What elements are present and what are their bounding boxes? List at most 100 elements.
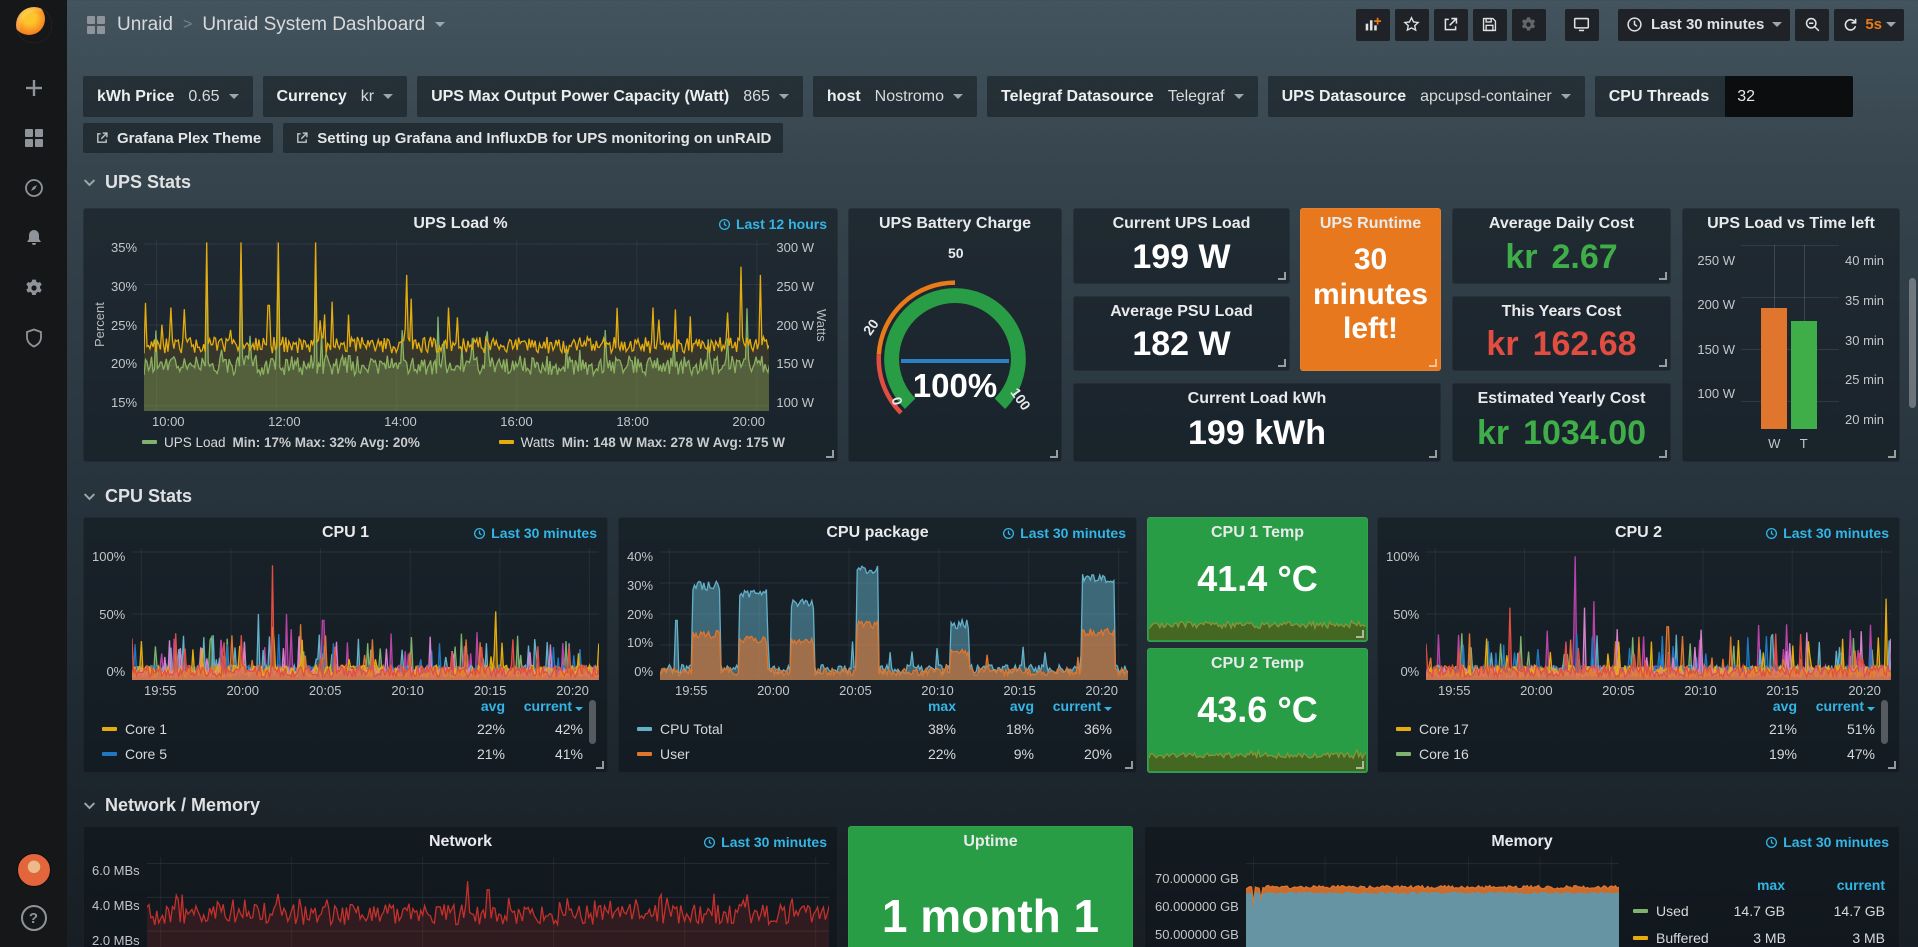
legend-header-current[interactable]: current: [1797, 698, 1875, 714]
legend-current: 41%: [505, 746, 583, 762]
legend-scrollbar[interactable]: [589, 700, 596, 744]
configuration-gear-icon[interactable]: [23, 277, 45, 299]
network-chart[interactable]: [147, 857, 829, 947]
legend-header-avg[interactable]: avg: [956, 698, 1034, 714]
legend-row: CPU Total 38%18%36%: [637, 716, 1112, 741]
legend-series[interactable]: Core 1: [102, 721, 427, 737]
kiosk-monitor-button[interactable]: [1565, 9, 1599, 41]
panel-title[interactable]: UPS Battery Charge: [849, 209, 1061, 239]
legend-series[interactable]: Core 17: [1396, 721, 1719, 737]
panel-cpu2-temp: CPU 2 Temp 43.6 °C: [1147, 648, 1368, 773]
refresh-button[interactable]: 5s: [1834, 9, 1904, 41]
explore-compass-icon[interactable]: [23, 177, 45, 199]
create-plus-icon[interactable]: [23, 77, 45, 99]
panel-title[interactable]: UPS Load vs Time left: [1683, 209, 1899, 239]
legend-item-ups-load[interactable]: UPS Load Min: 17% Max: 32% Avg: 20%: [142, 435, 420, 450]
clock-icon: [473, 527, 486, 540]
legend-header-current[interactable]: current: [1785, 877, 1885, 893]
legend-header-max[interactable]: max: [878, 698, 956, 714]
panel-cpu2: CPU 2 Last 30 minutes 100%50%0% 19:5520:…: [1377, 517, 1900, 773]
legend-scrollbar[interactable]: [1881, 700, 1888, 744]
legend-header-avg[interactable]: avg: [1719, 698, 1797, 714]
cpu2-chart[interactable]: [1426, 548, 1891, 680]
link-ups-monitoring-guide[interactable]: Setting up Grafana and InfluxDB for UPS …: [283, 123, 783, 153]
legend-series[interactable]: Core 5: [102, 746, 427, 762]
clock-icon: [1765, 836, 1778, 849]
legend-series[interactable]: Used: [1633, 903, 1707, 919]
variable-currency[interactable]: Currency kr: [263, 76, 408, 117]
legend-avg: 9%: [956, 746, 1034, 762]
breadcrumb-separator: >: [183, 16, 192, 34]
series-color-dash: [102, 727, 117, 731]
breadcrumb-app[interactable]: Unraid: [117, 14, 173, 36]
legend-header-current[interactable]: current: [1034, 698, 1112, 714]
cpu-threads-input[interactable]: [1725, 76, 1853, 117]
legend-current: 47%: [1797, 746, 1875, 762]
bar-chart[interactable]: W T: [1741, 245, 1839, 453]
variable-kwh-price[interactable]: kWh Price 0.65: [83, 76, 253, 117]
admin-shield-icon[interactable]: [23, 327, 45, 349]
grafana-logo[interactable]: [0, 0, 67, 49]
variable-telegraf-datasource[interactable]: Telegraf Datasource Telegraf: [987, 76, 1258, 117]
bar-time: [1791, 321, 1817, 429]
row-header-network-memory[interactable]: Network / Memory: [83, 795, 260, 816]
ups-load-chart[interactable]: [144, 239, 769, 411]
add-panel-button[interactable]: [1356, 9, 1390, 41]
variable-value: Telegraf: [1168, 88, 1225, 106]
stat-value: 199 W: [1132, 238, 1230, 277]
legend-current: 36%: [1034, 721, 1112, 737]
bar-label-w: W: [1761, 436, 1787, 451]
series-color-dash: [1633, 909, 1648, 913]
zoom-out-button[interactable]: [1795, 9, 1829, 41]
row-header-cpu-stats[interactable]: CPU Stats: [83, 486, 192, 507]
legend-series[interactable]: User: [637, 746, 878, 762]
navbar: Unraid > Unraid System Dashboard Last 30…: [67, 0, 1918, 49]
panel-title[interactable]: Uptime: [849, 827, 1132, 857]
time-range-picker[interactable]: Last 30 minutes: [1618, 9, 1790, 41]
legend-header-max[interactable]: max: [1707, 877, 1785, 893]
variable-host[interactable]: host Nostromo: [813, 76, 977, 117]
variable-ups-datasource[interactable]: UPS Datasource apcupsd-container: [1268, 76, 1585, 117]
page-scrollbar[interactable]: [1909, 278, 1916, 408]
dashboards-grid-icon[interactable]: [23, 127, 45, 149]
dashboard-caret-icon[interactable]: [435, 22, 445, 27]
legend-item-watts[interactable]: Watts Min: 148 W Max: 278 W Avg: 175 W: [499, 435, 785, 450]
settings-gear-button[interactable]: [1512, 9, 1546, 41]
legend-max: 3 MB: [1709, 930, 1786, 946]
panel-title[interactable]: CPU 2 Temp: [1148, 649, 1367, 679]
y-axis-right: 300 W250 W200 W150 W100 W: [769, 239, 814, 411]
currency-prefix: kr: [1477, 414, 1509, 453]
x-axis: 10:0012:0014:0016:0018:0020:00: [92, 411, 829, 429]
legend-header-current[interactable]: current: [505, 698, 583, 714]
refresh-interval-label[interactable]: 5s: [1865, 16, 1882, 33]
dropdown-caret-icon: [779, 94, 789, 99]
sparkline: [1149, 610, 1366, 640]
time-override: Last 30 minutes: [1002, 525, 1126, 541]
row-title: UPS Stats: [105, 172, 191, 193]
stat-value: 199 kWh: [1188, 414, 1326, 453]
panel-memory: Memory Last 30 minutes 70.000000 GB60.00…: [1144, 826, 1900, 947]
share-button[interactable]: [1434, 9, 1468, 41]
cpu-package-chart[interactable]: [660, 548, 1128, 680]
legend-series[interactable]: Buffered: [1633, 930, 1709, 946]
legend-series[interactable]: Core 16: [1396, 746, 1719, 762]
y-axis-left: 35%30%25%20%15%: [107, 239, 144, 411]
series-color-dash: [142, 440, 157, 444]
legend-header-avg[interactable]: avg: [427, 698, 505, 714]
star-button[interactable]: [1395, 9, 1429, 41]
help-icon[interactable]: ?: [21, 905, 47, 931]
panel-title[interactable]: CPU 1 Temp: [1148, 518, 1367, 548]
link-grafana-plex-theme[interactable]: Grafana Plex Theme: [83, 123, 273, 153]
panel-title[interactable]: UPS Runtime: [1301, 209, 1440, 239]
row-header-ups-stats[interactable]: UPS Stats: [83, 172, 191, 193]
breadcrumb-dashboard[interactable]: Unraid System Dashboard: [202, 14, 425, 36]
panel-network: Network Last 30 minutes 6.0 MBs4.0 MBs2.…: [83, 826, 838, 947]
save-button[interactable]: [1473, 9, 1507, 41]
variable-ups-max-output[interactable]: UPS Max Output Power Capacity (Watt) 865: [417, 76, 803, 117]
sidebar: ?: [0, 0, 67, 947]
memory-chart[interactable]: [1246, 857, 1619, 947]
alerting-bell-icon[interactable]: [23, 227, 45, 249]
cpu1-chart[interactable]: [132, 548, 599, 680]
legend-series[interactable]: CPU Total: [637, 721, 878, 737]
user-avatar[interactable]: [17, 853, 51, 887]
